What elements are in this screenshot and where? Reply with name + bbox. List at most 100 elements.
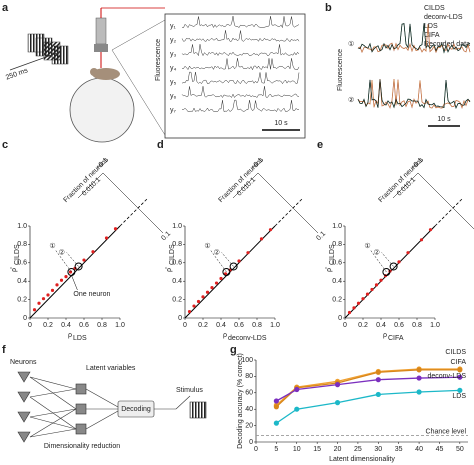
trace-label: y₂: [170, 37, 177, 44]
trace: [181, 86, 300, 98]
point: [268, 228, 273, 232]
highlight-link: [210, 249, 227, 273]
y-tick-label: 60: [245, 390, 253, 397]
y-tick-label: 0.2: [17, 296, 27, 303]
point: [68, 270, 73, 274]
y-tick-label: 0.8: [17, 241, 27, 248]
point: [46, 293, 50, 297]
x-tick-label: 1.0: [430, 322, 440, 329]
x-tick-label: 0.2: [43, 322, 53, 329]
y-tick-label: 0.6: [17, 260, 27, 267]
histogram-tick-label: 0.1: [90, 176, 102, 188]
series-point: [294, 386, 300, 393]
panel-label: f: [2, 344, 6, 356]
y-axis-label-sub: CILDS: [14, 244, 21, 265]
point: [246, 251, 250, 255]
series-point: [416, 367, 422, 373]
identity-extension: [119, 197, 149, 227]
x-tick-label: 45: [436, 446, 444, 453]
y-tick-label: 80: [245, 373, 253, 380]
panel-label: a: [2, 2, 9, 14]
y-tick-label: 0.4: [17, 278, 27, 285]
series-point: [375, 391, 381, 398]
identity-extension: [274, 197, 304, 227]
highlight-link: [55, 249, 72, 273]
stimulus-gratings: [9, 33, 69, 71]
trace: [181, 58, 300, 71]
x-tick-label: 0: [343, 322, 347, 329]
axis-label: Fluorescence: [337, 49, 344, 91]
scale-bar-label: 10 s: [274, 120, 288, 127]
x-tick-label: 30: [374, 446, 382, 453]
trace-label: y₃: [170, 51, 177, 58]
point: [223, 272, 228, 276]
point: [365, 292, 370, 296]
histogram-tick-label: 0.1: [160, 230, 172, 242]
point: [37, 301, 41, 305]
x-tick-label: 0.8: [252, 322, 262, 329]
point: [210, 286, 214, 290]
highlight-marker: ②: [59, 248, 65, 256]
x-tick-label: 5: [274, 446, 278, 453]
microscope: [94, 7, 166, 136]
y-tick-label: 1.0: [172, 223, 182, 230]
y-axis-label: ρ̂: [326, 266, 333, 272]
point: [214, 281, 219, 285]
highlight-marker: ①: [204, 242, 210, 250]
legend-entry: CILDS: [424, 5, 445, 12]
trace: [181, 99, 300, 113]
series-point: [334, 400, 341, 406]
x-axis-label: ρ: [383, 332, 387, 339]
histogram-axis: [232, 172, 259, 199]
point: [397, 260, 401, 264]
series-point: [416, 375, 422, 381]
series-point: [375, 377, 381, 383]
point: [356, 301, 361, 305]
series-point: [334, 382, 341, 388]
y-tick-label: 0.4: [172, 278, 182, 285]
annotation-line: [71, 274, 78, 291]
legend-entry: deconv-LDS: [424, 14, 463, 21]
panel-label: g: [230, 344, 237, 356]
series-line: [276, 389, 460, 424]
trace-label: y₁: [170, 23, 177, 30]
highlight-link: [221, 252, 234, 267]
y-tick-label: 0: [338, 315, 342, 322]
y-tick-label: 0.8: [172, 241, 182, 248]
mouse-on-ball: [69, 68, 135, 143]
series-line: [276, 376, 460, 402]
point: [64, 275, 68, 279]
y-tick-label: 40: [245, 406, 253, 413]
point: [374, 283, 379, 287]
point: [259, 237, 264, 241]
y-tick-label: 1.0: [332, 223, 342, 230]
x-axis-label: Latent dimensionality: [329, 456, 395, 463]
highlight-ring: [74, 262, 83, 271]
trace: [181, 44, 300, 57]
histogram-axis: [77, 172, 104, 199]
x-axis-label-sub: LDS: [73, 335, 87, 342]
highlight-marker: ②: [214, 248, 220, 256]
point: [104, 236, 109, 240]
highlight-ring: [229, 262, 238, 271]
panel-label: c: [2, 139, 8, 151]
x-tick-label: 0: [254, 446, 258, 453]
x-axis-label: ρ: [223, 332, 227, 339]
trace: [181, 71, 300, 85]
series-point: [457, 367, 463, 373]
point: [91, 250, 95, 254]
y-tick-label: 20: [245, 422, 253, 429]
point: [205, 290, 210, 294]
point: [201, 295, 205, 299]
y-tick-label: 0.6: [332, 260, 342, 267]
trace-marker: ②: [348, 96, 354, 104]
histogram-tick-label: 0.1: [245, 176, 257, 188]
x-tick-label: 0: [28, 322, 32, 329]
highlight-marker: ②: [374, 248, 380, 256]
scale-bar-label: 10 s: [437, 116, 451, 123]
y-axis-label: ρ̂: [11, 266, 18, 272]
trace-label: y₇: [170, 107, 177, 114]
point: [219, 276, 223, 281]
histogram-axis: [392, 172, 419, 199]
trace: [181, 30, 300, 43]
